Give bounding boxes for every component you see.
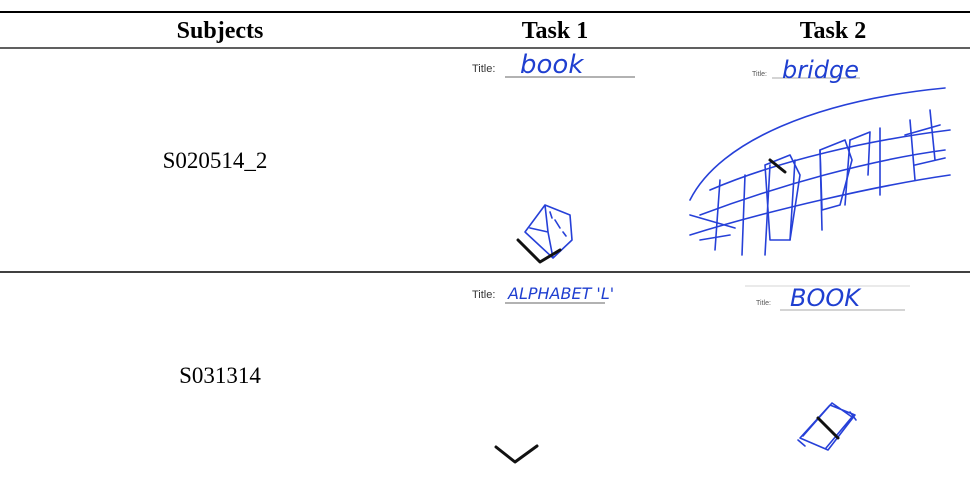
handwriting: BOOK bbox=[790, 284, 862, 312]
sketch-cell: Title: BOOK bbox=[745, 284, 910, 451]
header-cell: Task 1 bbox=[522, 18, 589, 44]
book-sketch bbox=[797, 402, 857, 451]
title-label: Title: bbox=[756, 300, 771, 307]
handwriting: book bbox=[520, 50, 584, 80]
handwriting: bridge bbox=[782, 56, 859, 84]
sketch-cell: Title: ALPHABET 'L' bbox=[472, 284, 614, 464]
bridge-sketch bbox=[768, 158, 787, 174]
book-sketch bbox=[816, 416, 840, 440]
book-sketch bbox=[516, 238, 562, 264]
title-label: Title: bbox=[752, 71, 767, 78]
bridge-sketch bbox=[689, 124, 946, 241]
sketch-cell: Title: book bbox=[472, 50, 635, 264]
bridge-sketch bbox=[689, 87, 946, 201]
letter-sketch bbox=[494, 444, 539, 464]
sketch-cell: Title: bridge bbox=[689, 56, 951, 256]
bridge-sketch bbox=[689, 129, 951, 236]
header-cell: Subjects bbox=[177, 18, 264, 44]
title-label: Title: bbox=[472, 63, 495, 75]
book-sketch bbox=[524, 204, 573, 259]
subject-cell: S020514_2 bbox=[163, 148, 268, 173]
header-cell: Task 2 bbox=[800, 18, 867, 44]
title-label: Title: bbox=[472, 289, 495, 301]
handwriting: ALPHABET 'L' bbox=[507, 284, 614, 303]
subject-cell: S031314 bbox=[179, 363, 261, 388]
bridge-sketch bbox=[764, 131, 871, 241]
